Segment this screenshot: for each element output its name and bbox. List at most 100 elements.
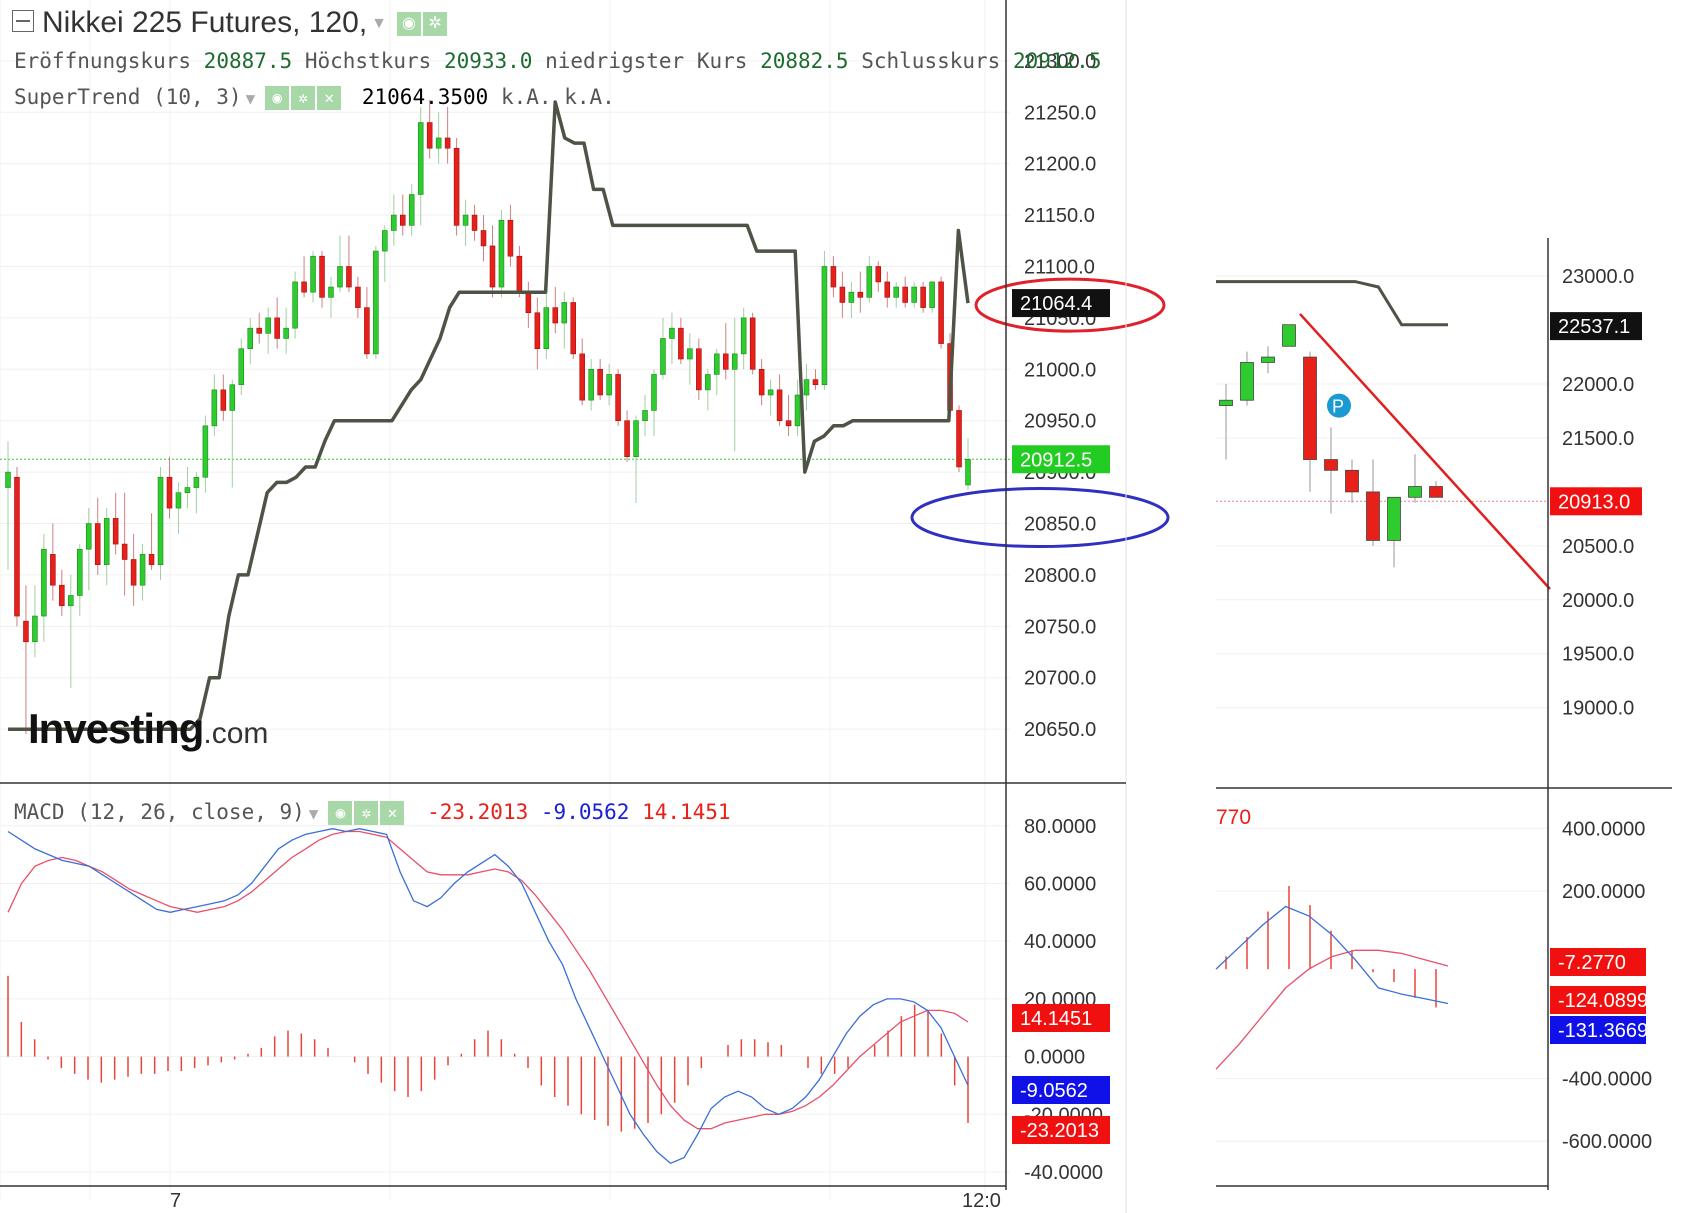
candle-body — [758, 368, 765, 396]
chevron-down-icon[interactable]: ▼ — [245, 88, 256, 108]
supertrend-label: SuperTrend (10, 3) — [14, 85, 242, 109]
candle-body — [1345, 469, 1359, 493]
price-label: 21064.4 — [1020, 293, 1092, 315]
pivot-marker-icon — [1327, 393, 1351, 418]
candle-body — [920, 286, 926, 308]
y-tick-label: 20000.0 — [1562, 590, 1634, 612]
candle-body — [471, 214, 478, 231]
y-tick-label: 23000.0 — [1562, 266, 1634, 288]
candle-body — [373, 250, 379, 355]
low-value: 20882.5 — [760, 49, 849, 73]
candle-body — [382, 230, 388, 252]
candle-body — [14, 476, 20, 617]
price-label-bg — [1012, 445, 1110, 474]
candle-body — [121, 543, 128, 560]
y-tick-label: 21150.0 — [1024, 205, 1095, 227]
candle-body — [391, 214, 397, 231]
eye-icon[interactable]: ◉ — [397, 12, 422, 37]
candle-body — [453, 147, 460, 226]
candle-body — [785, 420, 792, 427]
candle-body — [830, 266, 837, 288]
chevron-down-icon[interactable]: ▼ — [371, 15, 388, 33]
y-tick-label: 20950.0 — [1024, 411, 1096, 433]
close-icon[interactable]: ✕ — [380, 801, 405, 825]
low-label: niedrigster Kurs — [545, 49, 748, 73]
y-tick-label: 80.0000 — [1024, 816, 1096, 838]
candle-body — [444, 137, 451, 149]
close-icon[interactable]: ✕ — [317, 86, 342, 110]
y-tick-label: 21250.0 — [1024, 102, 1096, 124]
candle-body — [462, 214, 469, 226]
macd-value-1: -23.2013 — [427, 800, 529, 824]
gear-icon[interactable]: ✲ — [354, 801, 379, 825]
supertrend-legend: SuperTrend (10, 3) ▼ ◉ ✲ ✕ 21064.3500 k.A. k… — [14, 85, 615, 110]
y-tick-label: -600.0000 — [1562, 1131, 1652, 1153]
candle-body — [292, 281, 298, 329]
chevron-down-icon[interactable]: ▼ — [308, 803, 319, 823]
candle-body — [1282, 324, 1296, 347]
candle-body — [498, 219, 505, 288]
macd-value-label: -124.0899 — [1558, 990, 1648, 1012]
candle-body — [965, 458, 971, 486]
candle-body — [722, 353, 729, 370]
candle-body — [615, 374, 621, 422]
y-tick-label: 22000.0 — [1562, 374, 1634, 396]
candle-body — [866, 266, 873, 298]
eye-icon[interactable]: ◉ — [265, 86, 290, 110]
candle-body — [435, 137, 442, 149]
main-macd-panel: 80.000060.000040.000020.00000.0000-20.00… — [0, 816, 1110, 1212]
price-label: 20912.5 — [1020, 449, 1092, 471]
close-label: Schlusskurs — [861, 49, 1001, 73]
eye-icon[interactable]: ◉ — [328, 801, 353, 825]
candle-body — [1303, 356, 1317, 460]
macd-label: MACD (12, 26, close, 9) — [14, 800, 305, 824]
candle-body — [23, 620, 29, 643]
gear-icon[interactable]: ✲ — [291, 86, 316, 110]
candle-body — [1324, 459, 1338, 471]
gear-icon[interactable]: ✲ — [423, 12, 448, 37]
high-label: Höchstkurs — [304, 49, 432, 73]
macd-value-3: 14.1451 — [642, 800, 731, 824]
y-tick-label: 20750.0 — [1024, 616, 1096, 638]
candle-body — [588, 368, 594, 401]
candle-body — [193, 476, 200, 488]
candle-body — [651, 374, 657, 411]
candle-body — [543, 307, 550, 350]
x-tick-label: 7 — [170, 1190, 181, 1212]
close-value: 20912.5 — [1012, 49, 1102, 73]
candle-body — [687, 348, 693, 360]
price-label: 22537.1 — [1558, 316, 1630, 338]
candle-body — [642, 410, 648, 422]
macd-line — [7, 828, 969, 1165]
candle-body — [803, 379, 810, 396]
candle-body — [731, 353, 738, 370]
candle-body — [848, 291, 855, 303]
candle-body — [893, 286, 899, 298]
candle-body — [5, 471, 11, 488]
candle-body — [525, 291, 532, 314]
candle-body — [41, 548, 47, 617]
candle-body — [857, 291, 864, 298]
candle-body — [337, 266, 343, 288]
candle-body — [669, 327, 675, 339]
candle-body — [633, 420, 639, 457]
supertrend-value: 21064.3500 — [361, 85, 489, 109]
candle-body — [1240, 362, 1254, 401]
high-value: 20933.0 — [443, 49, 533, 73]
y-tick-label: 20650.0 — [1024, 719, 1096, 741]
y-tick-label: -40.0000 — [1024, 1162, 1103, 1184]
candle-body — [516, 255, 523, 293]
candle-body — [202, 425, 209, 478]
y-tick-label: 20800.0 — [1024, 565, 1096, 587]
collapse-icon[interactable] — [12, 10, 34, 33]
logo-suffix: .com — [203, 717, 269, 750]
candle-body — [606, 374, 612, 396]
candle-body — [1408, 486, 1422, 498]
candle-body — [839, 286, 846, 303]
macd-value-label-bg — [1012, 1004, 1110, 1032]
candle-body — [1219, 399, 1233, 407]
macd-line — [1215, 905, 1449, 1005]
candle-body — [157, 476, 164, 565]
candle-body — [1261, 356, 1275, 363]
candle-body — [1429, 486, 1443, 498]
